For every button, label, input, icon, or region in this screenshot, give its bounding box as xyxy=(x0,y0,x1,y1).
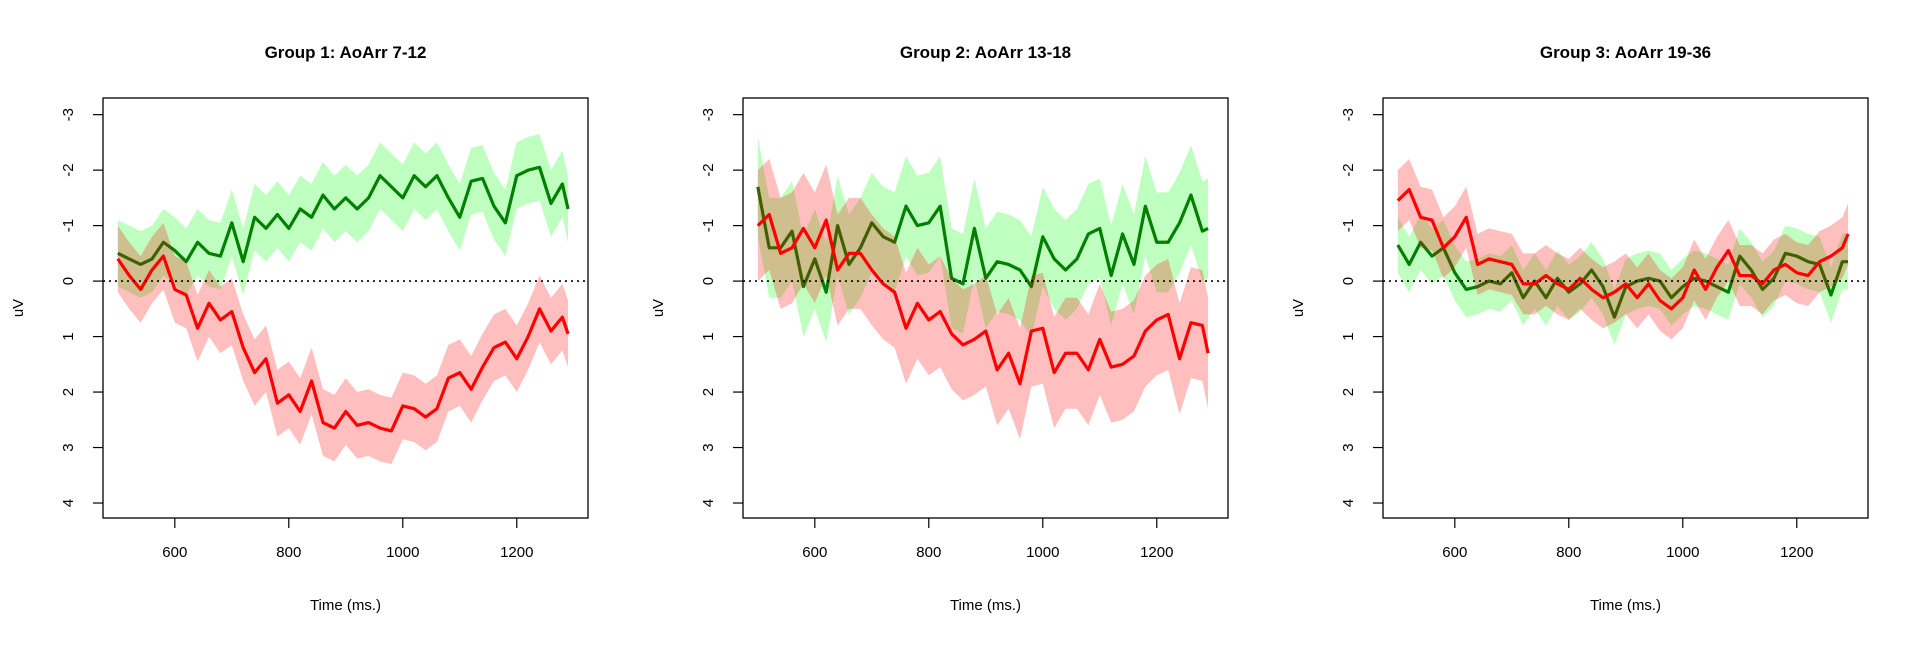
green-confidence-band xyxy=(117,134,569,298)
plot-box xyxy=(102,97,589,519)
y-tick-label: -3 xyxy=(700,108,717,121)
y-tick-label: 0 xyxy=(1340,277,1357,285)
y-tick-label: 1 xyxy=(60,332,77,340)
y-tick-label: -1 xyxy=(700,219,717,232)
y-tick-label: 2 xyxy=(60,388,77,396)
y-tick-label: 1 xyxy=(700,332,717,340)
y-axis-label: uV xyxy=(10,299,27,317)
y-tick-label: 2 xyxy=(700,388,717,396)
red-confidence-band xyxy=(117,222,569,465)
plot-box xyxy=(742,97,1229,519)
x-tick-label: 1200 xyxy=(500,544,533,561)
y-tick-label: -2 xyxy=(700,163,717,176)
red-confidence-band xyxy=(1397,159,1849,340)
x-tick-label: 800 xyxy=(1556,544,1581,561)
y-tick-label: -1 xyxy=(60,219,77,232)
chart-title: Group 3: AoArr 19-36 xyxy=(1540,43,1711,62)
y-tick-label: 3 xyxy=(1340,443,1357,451)
chart-title: Group 2: AoArr 13-18 xyxy=(900,43,1071,62)
y-tick-label: -2 xyxy=(1340,163,1357,176)
red-series-line xyxy=(116,254,570,433)
x-axis-label: Time (ms.) xyxy=(1590,597,1661,614)
y-tick-label: -3 xyxy=(1340,108,1357,121)
y-axis-label: uV xyxy=(650,299,667,317)
chart-title: Group 1: AoArr 7-12 xyxy=(265,43,427,62)
x-tick-label: 1000 xyxy=(386,544,419,561)
y-tick-label: 0 xyxy=(60,277,77,285)
green-confidence-band xyxy=(1397,214,1849,345)
x-tick-label: 1000 xyxy=(1026,544,1059,561)
x-tick-label: 1000 xyxy=(1666,544,1699,561)
x-tick-label: 800 xyxy=(916,544,941,561)
x-tick-label: 800 xyxy=(276,544,301,561)
y-tick-label: 0 xyxy=(700,277,717,285)
y-tick-label: 2 xyxy=(1340,388,1357,396)
x-tick-label: 1200 xyxy=(1780,544,1813,561)
y-tick-label: 1 xyxy=(1340,332,1357,340)
green-confidence-band xyxy=(757,136,1209,343)
y-tick-label: 3 xyxy=(700,443,717,451)
x-axis-label: Time (ms.) xyxy=(950,597,1021,614)
x-tick-label: 600 xyxy=(162,544,187,561)
y-tick-label: 3 xyxy=(60,443,77,451)
y-tick-label: 4 xyxy=(1340,499,1357,507)
green-series-line xyxy=(117,165,570,267)
red-series-line xyxy=(1396,187,1850,311)
x-axis-label: Time (ms.) xyxy=(310,597,381,614)
red-confidence-band xyxy=(757,159,1209,440)
y-tick-label: -1 xyxy=(1340,219,1357,232)
red-series-line xyxy=(756,212,1210,386)
y-axis-label: uV xyxy=(1290,299,1307,317)
y-tick-label: -2 xyxy=(60,163,77,176)
y-tick-label: 4 xyxy=(60,499,77,507)
x-tick-label: 1200 xyxy=(1140,544,1173,561)
y-tick-label: -3 xyxy=(60,108,77,121)
y-tick-label: 4 xyxy=(700,499,717,507)
x-tick-label: 600 xyxy=(1442,544,1467,561)
plot-box xyxy=(1382,97,1869,519)
x-tick-label: 600 xyxy=(802,544,827,561)
green-series-line xyxy=(1396,240,1849,319)
chart-panel-1: Group 1: AoArr 7-12 Time (ms.) uV 600 800 100… xyxy=(10,43,589,614)
